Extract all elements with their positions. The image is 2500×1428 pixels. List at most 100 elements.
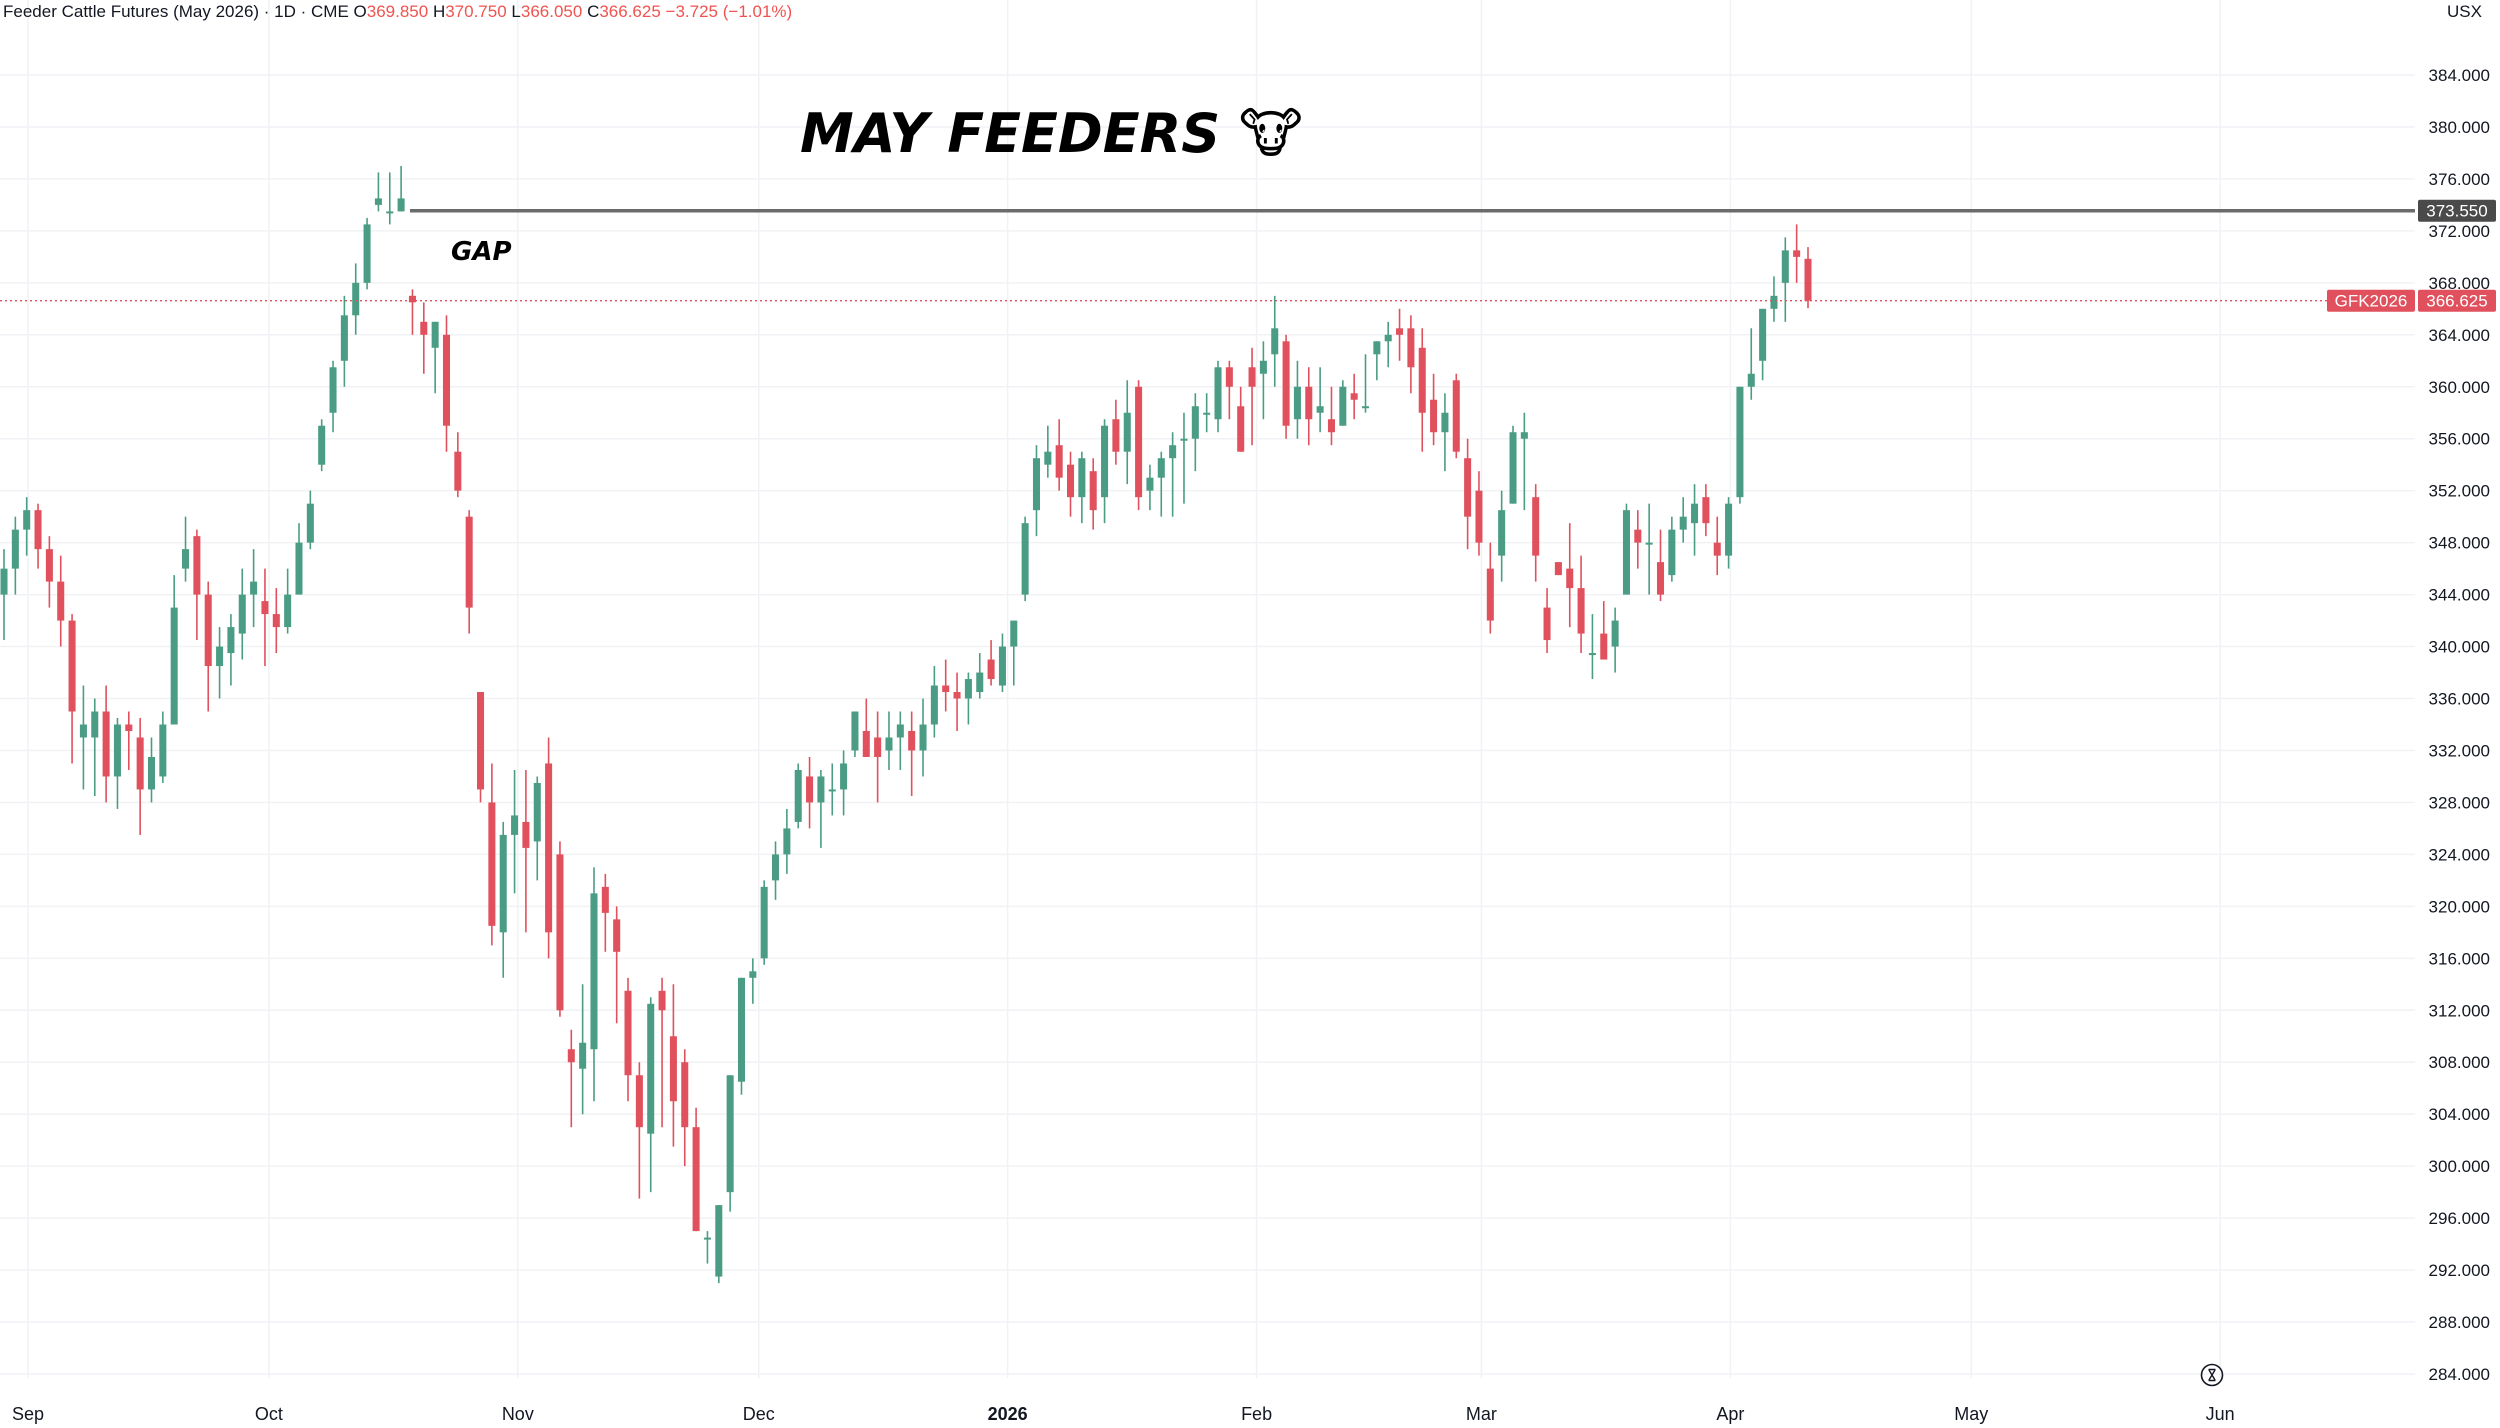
candle-body — [715, 1205, 723, 1277]
y-tick-label: 356.000 — [2429, 430, 2490, 449]
candle-body — [783, 828, 791, 855]
candle-body — [851, 711, 859, 751]
candle-body — [1622, 510, 1630, 595]
candle-body — [272, 614, 280, 628]
candle-body — [1339, 386, 1347, 426]
candle-body — [579, 1042, 587, 1069]
candle-body — [1725, 503, 1733, 556]
candle-body — [1361, 406, 1370, 409]
candle-body — [885, 737, 893, 751]
candle-body — [1248, 367, 1256, 387]
candle-body — [1577, 588, 1585, 634]
candle-body — [1634, 529, 1642, 543]
price-change: −3.725 (−1.01%) — [665, 2, 793, 21]
price-axis[interactable]: 384.000 380.000 376.000 372.000 368.000 364.0… — [2429, 66, 2490, 1384]
candle-body — [250, 581, 258, 595]
candle-body — [1032, 458, 1040, 511]
candle-body — [1509, 432, 1517, 504]
time-axis[interactable]: Sep Oct Nov Dec 2026 Feb Mar Apr May Jun — [12, 1404, 2235, 1424]
candle-body — [1327, 419, 1335, 433]
candle-body — [726, 1075, 734, 1193]
y-tick-label: 384.000 — [2429, 66, 2490, 85]
candle-body — [1611, 620, 1619, 647]
candle-body — [692, 1127, 700, 1232]
x-tick-label: Oct — [255, 1404, 283, 1424]
candle-body — [1214, 367, 1222, 420]
candle-body — [806, 776, 814, 803]
candle-body — [1600, 633, 1608, 660]
open-label: O — [353, 2, 367, 21]
y-tick-label: 352.000 — [2429, 482, 2490, 501]
candle-body — [613, 919, 621, 952]
y-tick-label: 312.000 — [2429, 1001, 2490, 1020]
y-tick-label: 320.000 — [2429, 897, 2490, 916]
y-tick-label: 340.000 — [2429, 638, 2490, 657]
candle-body — [1486, 568, 1494, 621]
y-tick-label: 328.000 — [2429, 793, 2490, 812]
candle-body — [1793, 250, 1801, 257]
candle-body — [1452, 380, 1460, 452]
close-label: C — [587, 2, 600, 21]
y-tick-label: 332.000 — [2429, 741, 2490, 760]
y-tick-label: 372.000 — [2429, 222, 2490, 241]
candle-body — [1679, 516, 1687, 530]
candle-body — [1078, 458, 1086, 498]
candle-body — [182, 549, 190, 569]
gap-resistance-line[interactable]: 373.550 — [410, 199, 2496, 222]
candle-body — [45, 549, 53, 582]
candle-body — [193, 536, 201, 595]
candle-body — [363, 224, 371, 283]
candle-body — [170, 607, 178, 725]
candle-body — [635, 1075, 643, 1128]
candle-body — [817, 776, 825, 803]
candle-body — [136, 737, 144, 790]
candle-body — [499, 834, 507, 933]
candle-body — [147, 756, 156, 790]
candle-body — [533, 782, 541, 842]
candle-body — [1203, 412, 1211, 415]
candle-body — [1407, 328, 1415, 368]
candle-body — [828, 789, 836, 792]
candle-body — [1747, 373, 1755, 387]
candle-body — [1055, 445, 1063, 478]
y-tick-label: 288.000 — [2429, 1313, 2490, 1332]
last-price-tag — [2418, 289, 2496, 312]
candle-body — [1169, 445, 1177, 459]
candle-body — [1759, 308, 1767, 361]
candle-body — [681, 1062, 689, 1128]
x-tick-label: Feb — [1241, 1404, 1272, 1424]
candle-body — [442, 334, 451, 426]
x-tick-label: Mar — [1466, 1404, 1497, 1424]
candle-body — [1146, 477, 1154, 491]
candle-body — [1418, 347, 1426, 413]
high-label: H — [432, 2, 446, 21]
candle-body — [1691, 503, 1699, 524]
candle-body — [454, 451, 462, 491]
candle-body — [862, 730, 870, 757]
candle-body — [601, 886, 609, 913]
candle-body — [964, 679, 972, 699]
candle-body — [1316, 406, 1324, 413]
candle-body — [23, 510, 31, 530]
candle-body — [1554, 562, 1562, 576]
candle-body — [0, 568, 8, 595]
y-tick-label: 316.000 — [2429, 949, 2490, 968]
y-tick-label: 368.000 — [2429, 274, 2490, 293]
candle-body — [1520, 432, 1528, 439]
candle-body — [1588, 653, 1596, 656]
timer-icon[interactable] — [2200, 1363, 2224, 1387]
x-tick-label: Dec — [743, 1404, 775, 1424]
x-tick-label: Apr — [1716, 1404, 1744, 1424]
candle-body — [57, 581, 65, 621]
candle-body — [590, 893, 598, 1050]
last-price-line: GFK2026 366.625 — [0, 289, 2496, 312]
candle-body — [1804, 258, 1812, 301]
candle-body — [408, 295, 416, 303]
candle-body — [658, 990, 666, 1011]
candle-body — [11, 529, 19, 569]
candle-body — [1282, 341, 1290, 426]
currency-label[interactable]: USX — [2447, 2, 2482, 21]
candle-body — [669, 1036, 677, 1102]
symbol-title: Feeder Cattle Futures (May 2026) · 1D · … — [3, 2, 349, 21]
